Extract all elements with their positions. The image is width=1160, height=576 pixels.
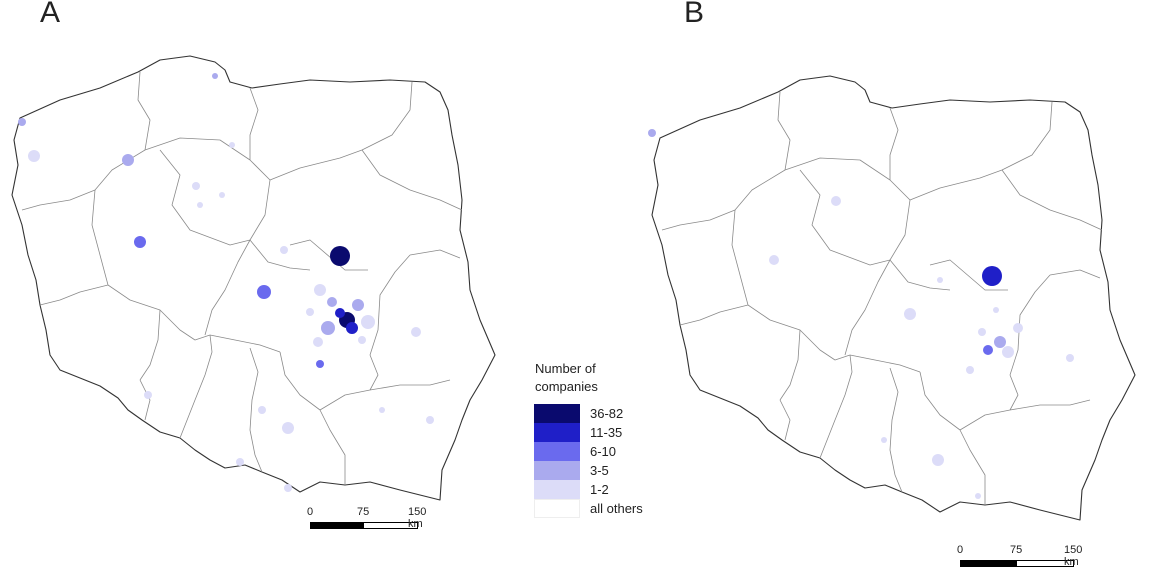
region-mark <box>648 129 656 137</box>
legend-label: 1-2 <box>590 482 609 497</box>
scale-segment-light <box>1017 561 1073 566</box>
region-mark <box>346 322 358 334</box>
region-mark <box>212 73 218 79</box>
region-mark <box>426 416 434 424</box>
region-mark <box>881 437 887 443</box>
region-mark <box>831 196 841 206</box>
legend-title: Number of companies <box>535 360 664 396</box>
region-mark <box>982 266 1002 286</box>
region-mark <box>994 336 1006 348</box>
legend-row: 3-5 <box>534 461 664 480</box>
legend-swatch <box>534 442 580 461</box>
region-mark <box>28 150 40 162</box>
region-mark <box>229 142 235 148</box>
legend-row: all others <box>534 499 664 518</box>
region-mark <box>330 246 350 266</box>
region-mark <box>379 407 385 413</box>
scalebar-b: 0 75 150 km <box>957 544 1082 568</box>
scale-segment-light <box>364 523 417 528</box>
region-mark <box>314 284 326 296</box>
legend-title-line2: companies <box>535 379 598 394</box>
region-mark <box>411 327 421 337</box>
region-mark <box>966 366 974 374</box>
region-mark <box>361 315 375 329</box>
scalebar-a: 0 75 150 km <box>307 506 426 530</box>
region-mark <box>904 308 916 320</box>
legend-row: 36-82 <box>534 404 664 423</box>
region-mark <box>236 458 244 466</box>
region-mark <box>769 255 779 265</box>
legend-title-line1: Number of <box>535 361 596 376</box>
region-mark <box>144 391 152 399</box>
region-mark <box>993 307 999 313</box>
scale-tick-label: 150 km <box>1064 544 1083 568</box>
region-mark <box>352 299 364 311</box>
region-mark <box>313 337 323 347</box>
region-mark <box>1066 354 1074 362</box>
legend-label: 6-10 <box>590 444 617 459</box>
scale-bar <box>310 522 418 529</box>
region-mark <box>257 285 271 299</box>
region-mark <box>122 154 134 166</box>
scale-tick-label: 75 <box>1010 544 1023 556</box>
scale-segment-dark <box>311 523 364 528</box>
legend-label: 3-5 <box>590 463 609 478</box>
choropleth-b <box>648 129 1074 499</box>
region-mark <box>258 406 266 414</box>
map-panel-a <box>11 55 496 501</box>
scale-bar <box>960 560 1074 567</box>
legend-label: 11-35 <box>590 425 623 440</box>
legend-row: 6-10 <box>534 442 664 461</box>
legend-swatch <box>534 461 580 480</box>
region-mark <box>1002 346 1014 358</box>
region-mark <box>197 202 203 208</box>
region-mark <box>321 321 335 335</box>
panel-label-a: A <box>40 0 61 29</box>
region-mark <box>932 454 944 466</box>
region-mark <box>134 236 146 248</box>
legend-swatch <box>534 404 580 423</box>
region-mark <box>280 246 288 254</box>
region-mark <box>975 493 981 499</box>
region-mark <box>335 308 345 318</box>
scale-tick-label: 0 <box>957 544 964 556</box>
region-mark <box>358 336 366 344</box>
legend-swatch <box>534 499 580 518</box>
scale-segment-dark <box>961 561 1017 566</box>
scale-tick-label: 0 <box>307 506 314 518</box>
scale-tick-label: 150 km <box>408 506 427 530</box>
region-mark <box>1013 323 1023 333</box>
legend-row: 1-2 <box>534 480 664 499</box>
region-mark <box>282 422 294 434</box>
legend-swatch <box>534 480 580 499</box>
region-mark <box>316 360 324 368</box>
legend-swatch <box>534 423 580 442</box>
scale-tick-label: 75 <box>357 506 370 518</box>
region-mark <box>18 118 26 126</box>
legend-label: 36-82 <box>590 406 624 421</box>
region-mark <box>937 277 943 283</box>
region-mark <box>983 345 993 355</box>
region-mark <box>327 297 337 307</box>
legend-label: all others <box>590 501 643 516</box>
map-panel-b <box>648 75 1136 521</box>
region-mark <box>306 308 314 316</box>
legend: Number of companies 36-82 11-35 6-10 3-5… <box>534 360 664 518</box>
legend-row: 11-35 <box>534 423 664 442</box>
panel-label-b: B <box>684 0 705 29</box>
region-mark <box>192 182 200 190</box>
region-mark <box>284 484 292 492</box>
region-mark <box>978 328 986 336</box>
choropleth-a <box>18 73 434 492</box>
region-mark <box>219 192 225 198</box>
